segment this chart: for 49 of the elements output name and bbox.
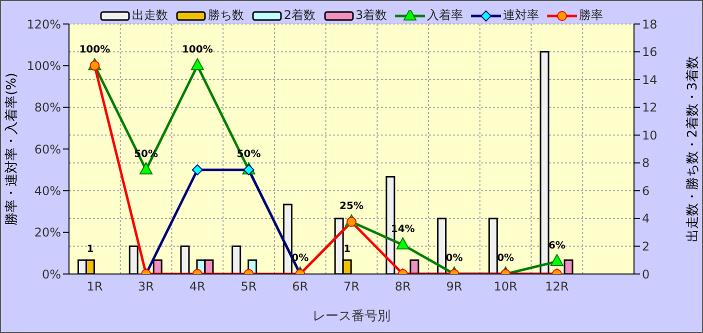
x-tick-label: 4R xyxy=(189,280,206,294)
data-label: 100% xyxy=(182,44,213,56)
legend-label: 出走数 xyxy=(130,7,168,24)
data-label: 1 xyxy=(86,244,94,256)
y2-tick-label: 18 xyxy=(642,17,658,32)
x-tick-label: 5R xyxy=(240,280,257,294)
y2-tick-label: 10 xyxy=(642,128,658,142)
data-label: 1 xyxy=(344,244,351,256)
x-tick-label: 7R xyxy=(344,280,360,294)
x-tick-label: 8R xyxy=(394,280,411,294)
data-label: 6% xyxy=(548,240,566,252)
point xyxy=(396,237,410,250)
y2-tick-label: 12 xyxy=(642,100,658,115)
y-tick-label: 0% xyxy=(42,267,61,282)
data-label: 100% xyxy=(79,44,110,56)
y-tick-label: 60% xyxy=(34,142,61,156)
legend-label: 連対率 xyxy=(502,7,540,24)
legend-label: 3着数 xyxy=(354,7,388,24)
y2-axis-title: 出走数・勝ち数・2着数・3着数 xyxy=(684,56,701,242)
y2-tick-label: 8 xyxy=(642,156,650,170)
y-tick-label: 20% xyxy=(34,226,61,240)
y2-tick-label: 6 xyxy=(642,184,650,198)
y2-tick-label: 2 xyxy=(642,239,650,254)
y-tick-label: 40% xyxy=(34,184,61,198)
x-tick-label: 12R xyxy=(545,280,569,294)
x-axis-title: レース番号別 xyxy=(312,309,390,324)
y-tick-label: 100% xyxy=(26,58,61,73)
point xyxy=(190,58,204,70)
data-label: 25% xyxy=(340,200,364,212)
y2-tick-label: 14 xyxy=(642,72,658,87)
y-axis-title: 勝率・連対率・入着率(%) xyxy=(4,72,20,226)
y-tick-label: 80% xyxy=(34,100,61,115)
data-label: 0% xyxy=(446,253,463,264)
legend-label: 勝ち数 xyxy=(206,7,244,24)
x-tick-label: 6R xyxy=(292,280,308,294)
x-tick-label: 10R xyxy=(494,280,518,294)
y2-tick-label: 0 xyxy=(642,267,650,282)
legend-label: 入着率 xyxy=(426,7,464,24)
point xyxy=(140,162,153,174)
point xyxy=(192,164,203,176)
x-tick-label: 9R xyxy=(446,280,462,294)
point xyxy=(550,254,564,266)
y-tick-label: 120% xyxy=(26,17,61,32)
legend-label: 2着数 xyxy=(282,7,316,24)
y2-tick-label: 4 xyxy=(642,212,650,226)
y2-tick-label: 16 xyxy=(642,45,658,60)
x-tick-label: 1R xyxy=(86,280,103,294)
legend-label: 勝率 xyxy=(578,7,604,24)
x-tick-label: 3R xyxy=(138,280,154,294)
